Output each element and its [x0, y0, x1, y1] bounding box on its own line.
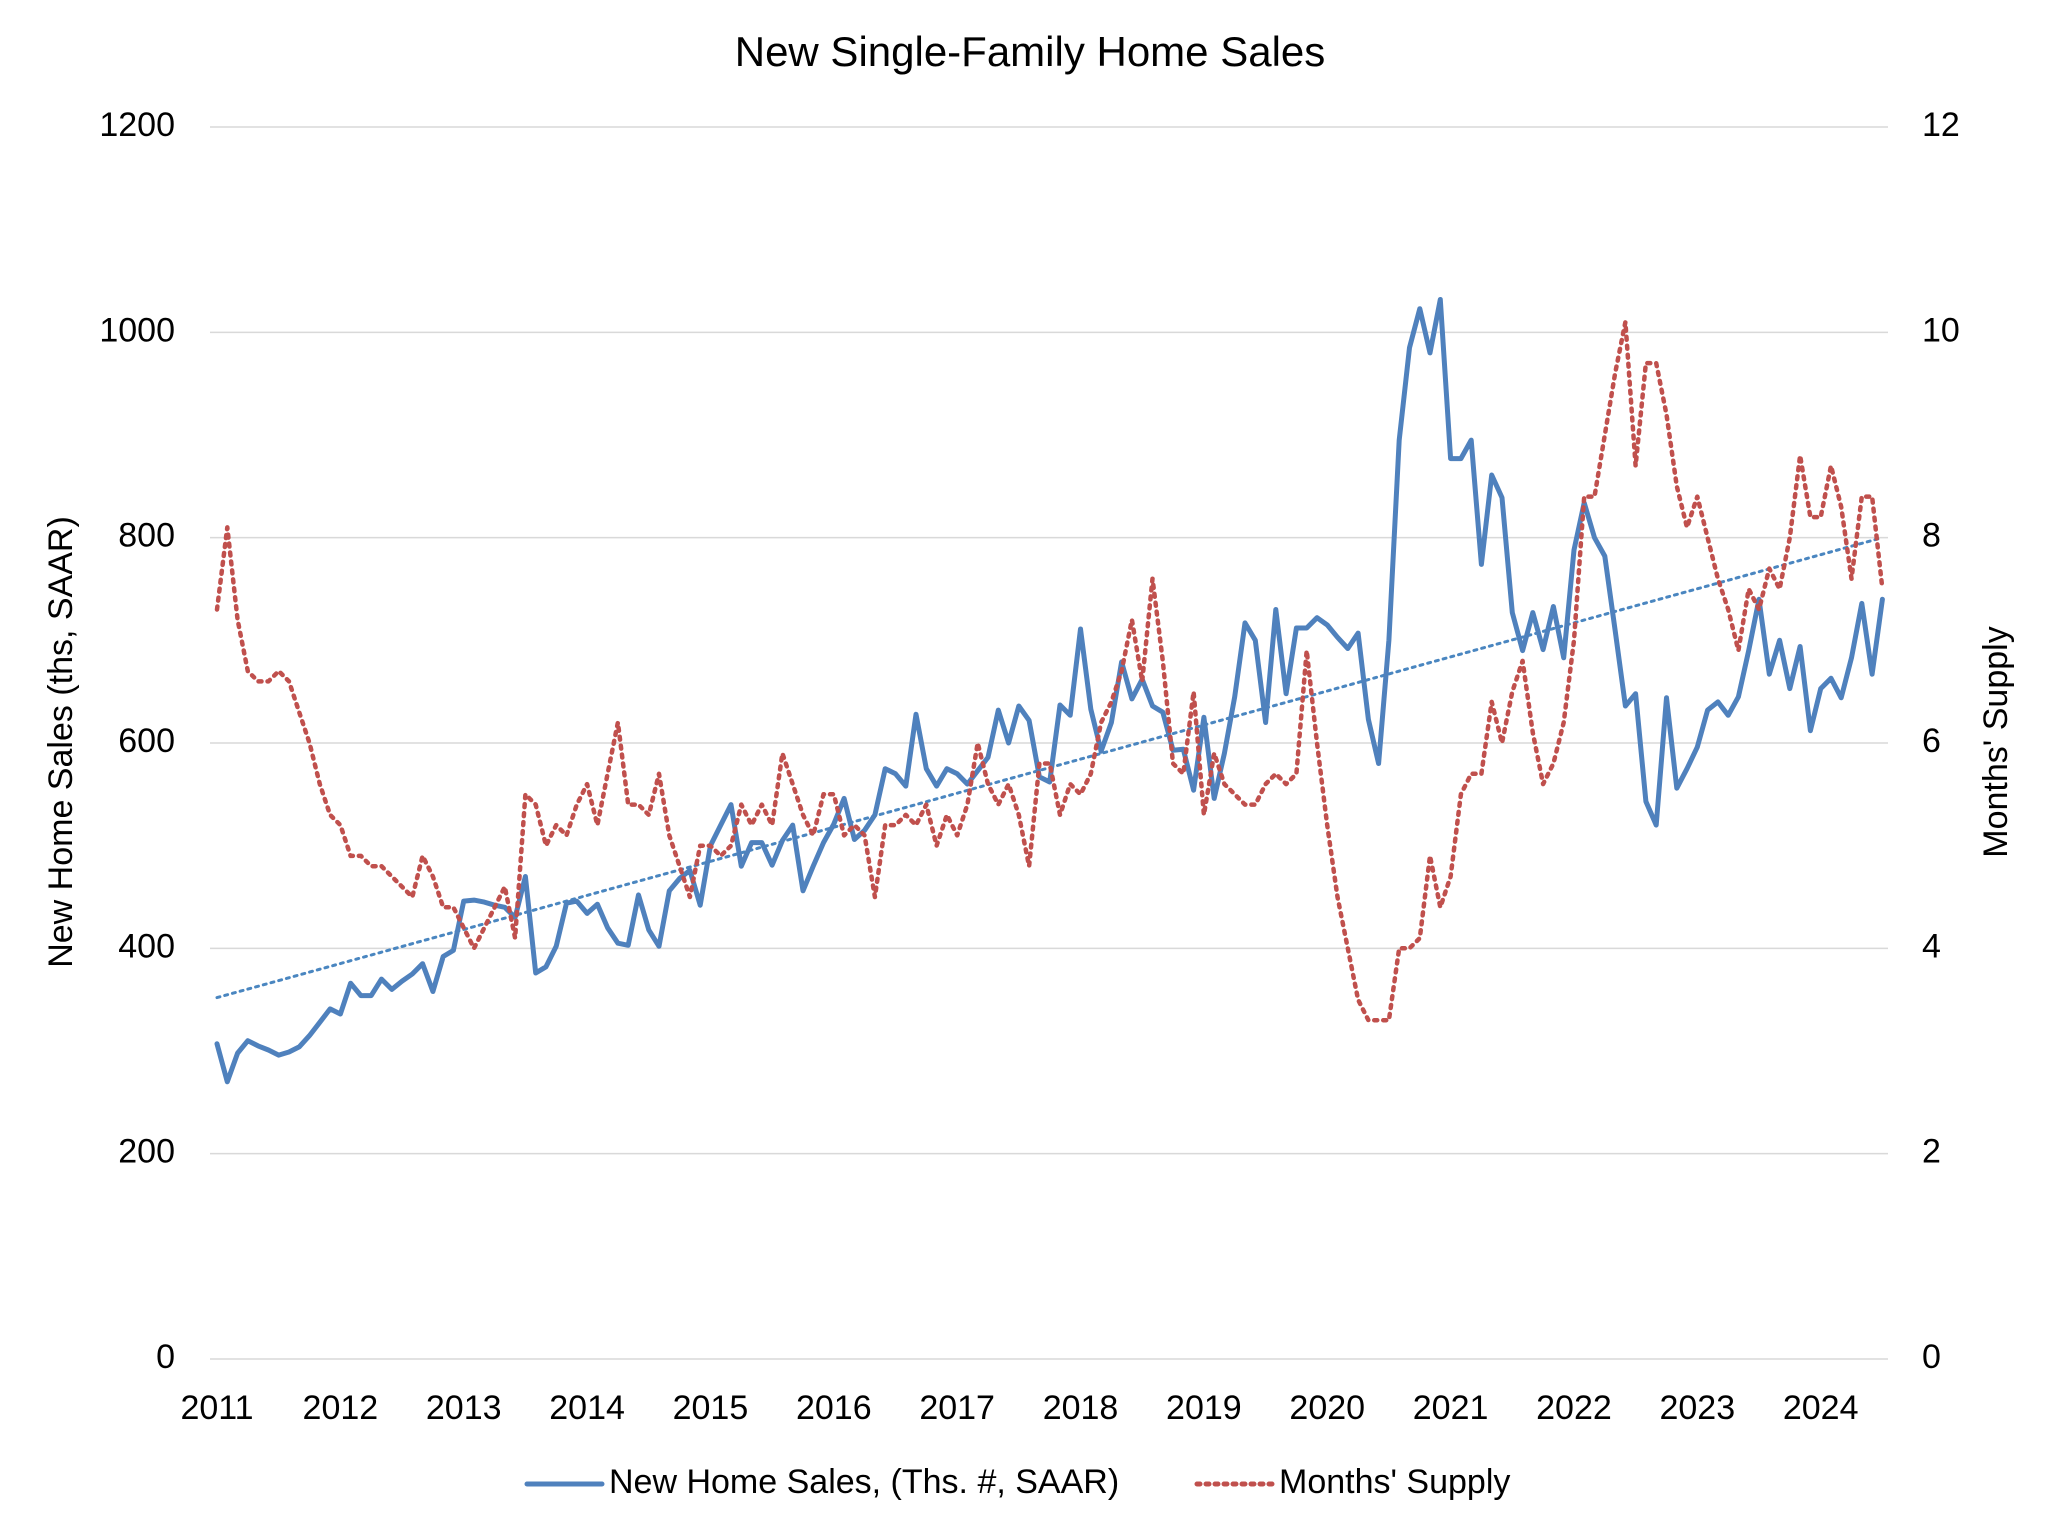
y-tick-label: 800: [118, 517, 175, 555]
y2-tick-label: 0: [1922, 1338, 1941, 1376]
y2-tick-label: 12: [1922, 106, 1960, 144]
y-tick-label: 0: [156, 1338, 175, 1376]
x-tick-label: 2011: [180, 1389, 253, 1427]
x-tick-label: 2021: [1413, 1389, 1489, 1427]
y2-tick-label: 8: [1922, 517, 1941, 555]
x-tick-label: 2023: [1659, 1389, 1735, 1427]
y-tick-label: 1000: [99, 311, 175, 349]
x-tick-label: 2018: [1043, 1389, 1119, 1427]
x-tick-label: 2014: [549, 1389, 625, 1427]
y2-tick-label: 10: [1922, 311, 1960, 349]
y-tick-label: 400: [118, 927, 175, 965]
x-tick-label: 2016: [796, 1389, 872, 1427]
x-tick-label: 2019: [1166, 1389, 1242, 1427]
series-line: [214, 319, 1885, 1023]
x-tick-label: 2013: [426, 1389, 502, 1427]
x-tick-label: 2022: [1536, 1389, 1612, 1427]
y2-tick-label: 2: [1922, 1133, 1941, 1171]
y-tick-label: 600: [118, 722, 175, 760]
x-tick-label: 2012: [303, 1389, 379, 1427]
y2-tick-label: 4: [1922, 927, 1941, 965]
legend-label: Months' Supply: [1279, 1463, 1510, 1501]
x-tick-label: 2015: [673, 1389, 749, 1427]
x-tick-label: 2024: [1783, 1389, 1859, 1427]
y-axis-title: New Home Sales (ths, SAAR): [42, 516, 80, 968]
y-tick-label: 1200: [99, 106, 175, 144]
y2-tick-label: 6: [1922, 722, 1941, 760]
chart-title: New Single-Family Home Sales: [735, 28, 1326, 75]
x-tick-label: 2020: [1289, 1389, 1365, 1427]
y-tick-label: 200: [118, 1133, 175, 1171]
y2-axis-title: Months' Supply: [1977, 626, 2015, 857]
x-tick-label: 2017: [919, 1389, 995, 1427]
legend-label: New Home Sales, (Ths. #, SAAR): [609, 1463, 1119, 1501]
